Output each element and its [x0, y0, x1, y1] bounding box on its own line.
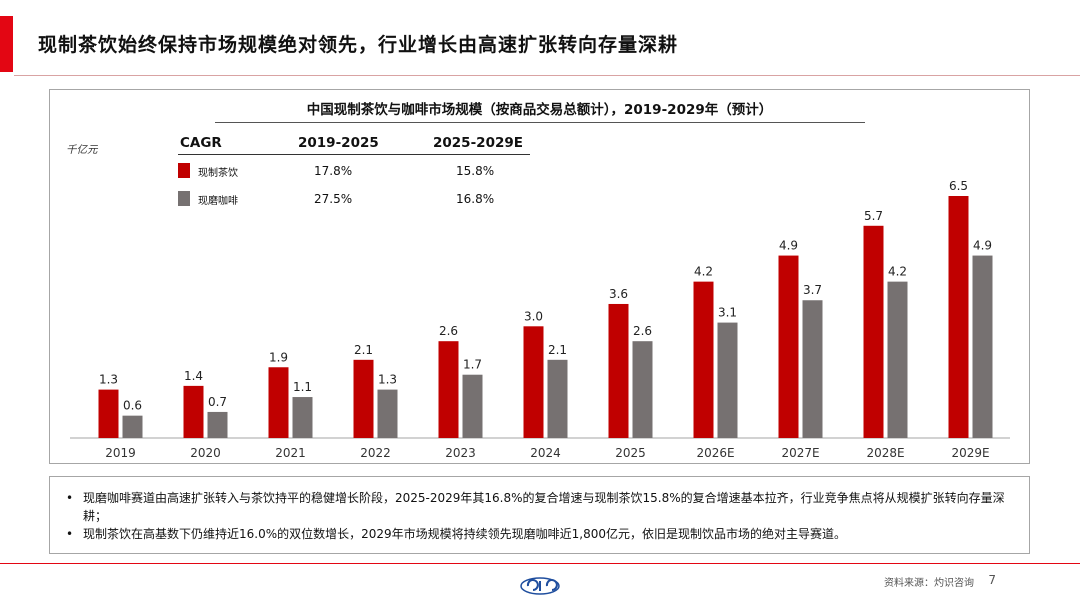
- x-tick-label-2025: 2025: [615, 446, 646, 460]
- x-tick-label-2019: 2019: [105, 446, 136, 460]
- data-label-coffee-2024: 2.1: [548, 343, 567, 357]
- legend-swatch-coffee: [178, 191, 190, 206]
- cagr-header-label: CAGR: [180, 135, 222, 151]
- title-accent-bar: [0, 16, 13, 72]
- bar-tea-2024: [523, 326, 544, 438]
- cagr-row-coffee: 现磨咖啡 27.5% 16.8%: [178, 188, 530, 212]
- note-text: 现磨咖啡赛道由高速扩张转入与茶饮持平的稳健增长阶段，2025-2029年其16.…: [83, 491, 1005, 523]
- cagr-value-coffee-2: 16.8%: [456, 192, 495, 206]
- bar-coffee-2020: [207, 411, 228, 438]
- unit-label: 千亿元: [66, 144, 98, 156]
- bar-tea-2026e: [693, 281, 714, 438]
- data-label-tea-2022: 2.1: [354, 343, 373, 357]
- data-label-tea-2025: 3.6: [609, 287, 628, 301]
- source-note: 资料来源：灼识咨询: [884, 578, 974, 589]
- data-label-coffee-2028e: 4.2: [888, 265, 907, 279]
- data-label-coffee-2027e: 3.7: [803, 283, 822, 297]
- bar-tea-2021: [268, 367, 289, 438]
- cagr-value-coffee-1: 27.5%: [314, 192, 353, 206]
- bar-coffee-2023: [462, 374, 483, 438]
- bar-tea-2027e: [778, 255, 799, 438]
- bullet-icon: •: [66, 527, 74, 541]
- bar-tea-2022: [353, 359, 374, 438]
- cagr-row-tea: 现制茶饮 17.8% 15.8%: [178, 160, 530, 184]
- data-label-tea-2024: 3.0: [524, 309, 543, 323]
- bar-tea-2028e: [863, 225, 884, 438]
- data-label-coffee-2020: 0.7: [208, 395, 227, 409]
- legend-swatch-tea: [178, 163, 190, 178]
- cic-logo-icon: [520, 577, 560, 595]
- data-label-coffee-2023: 1.7: [463, 358, 482, 372]
- data-label-coffee-2021: 1.1: [293, 380, 312, 394]
- cagr-period-2: 2025-2029E: [433, 135, 523, 151]
- cagr-value-tea-1: 17.8%: [314, 164, 353, 178]
- bar-tea-2025: [608, 303, 629, 438]
- note-text: 现制茶饮在高基数下仍维持近16.0%的双位数增长，2029年市场规模将持续领先现…: [83, 527, 847, 541]
- bar-tea-2029e: [948, 196, 969, 438]
- slide-title: 现制茶饮始终保持市场规模绝对领先，行业增长由高速扩张转向存量深耕: [38, 34, 679, 56]
- page-number: 7: [988, 573, 996, 587]
- x-tick-label-2024: 2024: [530, 446, 561, 460]
- title-divider: [14, 75, 1080, 76]
- bullet-icon: •: [66, 491, 74, 505]
- data-label-coffee-2026e: 3.1: [718, 306, 737, 320]
- bar-coffee-2028e: [887, 281, 908, 438]
- data-label-tea-2019: 1.3: [99, 373, 118, 387]
- x-tick-label-2021: 2021: [275, 446, 306, 460]
- bar-tea-2023: [438, 341, 459, 438]
- x-tick-label-2023: 2023: [445, 446, 476, 460]
- chart-title-underline: [215, 122, 865, 123]
- data-label-coffee-2029e: 4.9: [973, 239, 992, 253]
- x-tick-label-2022: 2022: [360, 446, 391, 460]
- cagr-header-row: CAGR 2019-2025 2025-2029E: [178, 134, 530, 155]
- x-tick-label-2020: 2020: [190, 446, 221, 460]
- data-label-tea-2023: 2.6: [439, 324, 458, 338]
- data-label-tea-2021: 1.9: [269, 350, 288, 364]
- notes-panel: • 现磨咖啡赛道由高速扩张转入与茶饮持平的稳健增长阶段，2025-2029年其1…: [49, 476, 1030, 554]
- x-tick-label-2029e: 2029E: [951, 446, 989, 460]
- bar-coffee-2029e: [972, 255, 993, 438]
- bar-chart: 1.3 0.6 2019 1.4 0.7 2020 1.9 1.1 2021 2.1 1.3 2022…: [70, 179, 1010, 460]
- footer-divider: [0, 563, 1080, 564]
- bar-coffee-2025: [632, 341, 653, 438]
- data-label-coffee-2025: 2.6: [633, 324, 652, 338]
- data-label-coffee-2022: 1.3: [378, 373, 397, 387]
- data-label-tea-2029e: 6.5: [949, 179, 968, 193]
- data-label-coffee-2019: 0.6: [123, 399, 142, 413]
- chart-title: 中国现制茶饮与咖啡市场规模（按商品交易总额计），2019-2029年（预计）: [306, 102, 773, 118]
- x-tick-label-2028e: 2028E: [866, 446, 904, 460]
- bar-coffee-2019: [122, 415, 143, 438]
- x-tick-label-2027e: 2027E: [781, 446, 819, 460]
- data-label-tea-2026e: 4.2: [694, 265, 713, 279]
- cagr-table: CAGR 2019-2025 2025-2029E 现制茶饮 17.8% 15.…: [178, 134, 530, 216]
- bar-coffee-2021: [292, 397, 313, 438]
- chart-panel: 中国现制茶饮与咖啡市场规模（按商品交易总额计），2019-2029年（预计） 千…: [49, 89, 1030, 464]
- bar-coffee-2024: [547, 359, 568, 438]
- cagr-value-tea-2: 15.8%: [456, 164, 495, 178]
- data-label-tea-2028e: 5.7: [864, 209, 883, 223]
- bar-coffee-2026e: [717, 322, 738, 438]
- bar-tea-2020: [183, 385, 204, 438]
- x-tick-label-2026e: 2026E: [696, 446, 734, 460]
- legend-label-tea: 现制茶饮: [198, 168, 238, 179]
- data-label-tea-2027e: 4.9: [779, 239, 798, 253]
- legend-label-coffee: 现磨咖啡: [198, 196, 238, 207]
- bar-tea-2019: [98, 389, 119, 438]
- bar-coffee-2027e: [802, 300, 823, 438]
- bar-coffee-2022: [377, 389, 398, 438]
- data-label-tea-2020: 1.4: [184, 369, 203, 383]
- cagr-period-1: 2019-2025: [298, 135, 379, 151]
